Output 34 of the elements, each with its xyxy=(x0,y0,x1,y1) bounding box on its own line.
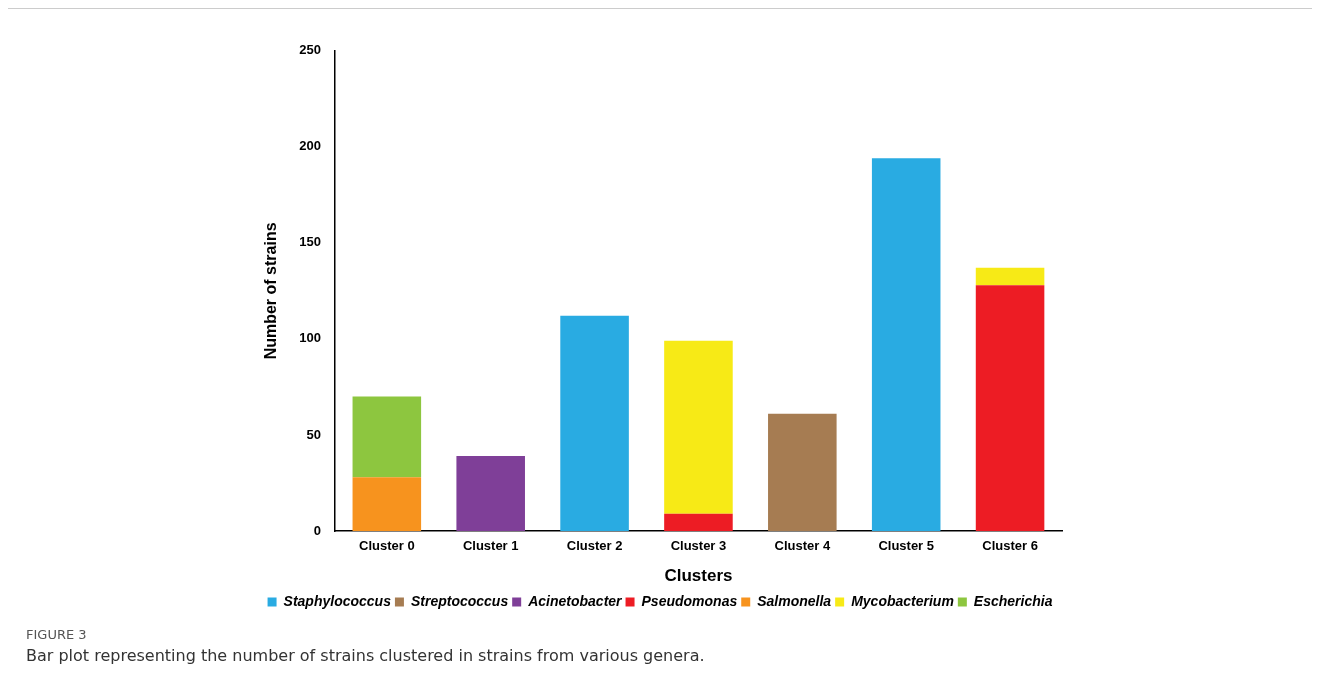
text: Bar plot representing the number of strains clustered in strains from various genera. xyxy=(26,646,706,665)
bar xyxy=(664,340,733,514)
x-tick-label: Cluster 3 xyxy=(670,538,727,554)
x-tick-label: Cluster 6 xyxy=(982,538,1038,554)
bar xyxy=(768,413,837,531)
y-tick-label: 100 xyxy=(299,330,321,346)
y-tick-label: 250 xyxy=(299,42,321,58)
y-tick-label: 200 xyxy=(299,138,321,154)
legend-label: Salmonella xyxy=(757,592,832,609)
bar xyxy=(456,456,525,531)
y-tick-label: 150 xyxy=(299,234,321,250)
bar xyxy=(975,285,1045,531)
y-tick-label: 50 xyxy=(306,426,321,442)
bar xyxy=(560,315,629,531)
x-tick-label: Cluster 1 xyxy=(462,538,519,554)
legend-label: Mycobacterium xyxy=(851,592,954,609)
legend-label: Acinetobacter xyxy=(527,592,624,609)
bar xyxy=(664,513,733,531)
bar xyxy=(352,396,422,478)
x-axis-title: Clusters xyxy=(664,566,733,586)
legend-label: Escherichia xyxy=(973,592,1053,609)
caption: FIGURE 3 xyxy=(26,627,88,642)
x-tick-label: Cluster 5 xyxy=(878,538,935,554)
legend-label: Staphylococcus xyxy=(283,592,392,609)
y-axis-title: Number of strains xyxy=(262,222,280,360)
legend-label: Streptococcus xyxy=(410,592,509,609)
x-tick-label: Cluster 0 xyxy=(359,538,415,554)
x-tick-label: Cluster 2 xyxy=(566,538,623,554)
legend-label: Pseudomonas xyxy=(641,592,738,609)
bar xyxy=(871,158,941,531)
bar xyxy=(352,477,422,531)
x-tick-label: Cluster 4 xyxy=(774,538,831,554)
bar xyxy=(975,267,1045,286)
y-tick-label: 0 xyxy=(313,522,321,538)
